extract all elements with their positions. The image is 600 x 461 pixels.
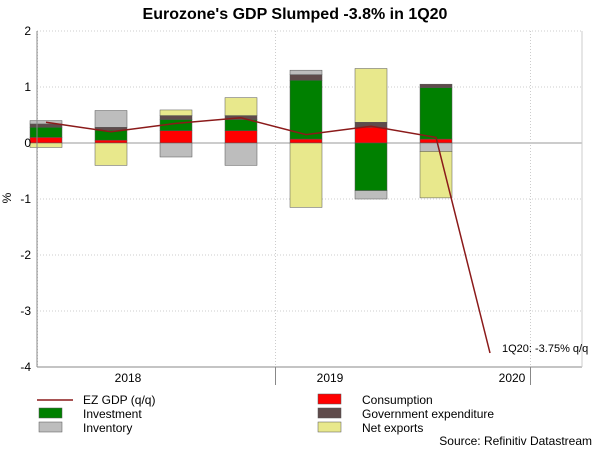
- y-axis-label: %: [0, 192, 14, 203]
- bar-net_exports-4Q18: [225, 98, 257, 116]
- y-tick-label: 2: [24, 24, 31, 38]
- chart-title: Eurozone's GDP Slumped -3.8% in 1Q20: [143, 6, 448, 23]
- bar-government-3Q19: [420, 84, 452, 87]
- bar-net_exports-3Q18: [160, 110, 192, 116]
- legend-swatch-consumption: [318, 394, 341, 404]
- legend-label-net_exports: Net exports: [362, 421, 423, 435]
- y-tick-label: 1: [24, 80, 31, 94]
- bar-inventory-4Q18: [225, 143, 257, 165]
- bar-investment-3Q19: [420, 88, 452, 140]
- legend-label-gdp: EZ GDP (q/q): [83, 393, 155, 407]
- y-tick-label: -1: [20, 192, 31, 206]
- annotation-1q20: 1Q20: -3.75% q/q: [502, 343, 588, 355]
- bar-government-3Q18: [160, 116, 192, 120]
- bar-net_exports-1Q18: [30, 143, 62, 147]
- legend-swatch-government: [318, 408, 341, 418]
- bar-net_exports-3Q19: [420, 151, 452, 197]
- bar-consumption-2Q18: [95, 140, 127, 143]
- source-text: Source: Refinitiv Datastream: [439, 434, 592, 448]
- x-group-label-2019: 2019: [317, 371, 344, 385]
- bar-inventory-3Q18: [160, 143, 192, 157]
- legend-swatch-net_exports: [318, 422, 341, 432]
- bar-net_exports-2Q18: [95, 143, 127, 165]
- bar-consumption-3Q18: [160, 131, 192, 143]
- legend-swatch-investment: [39, 408, 62, 418]
- bar-inventory-2Q19: [355, 191, 387, 199]
- bar-consumption-1Q19: [290, 139, 322, 143]
- legend: EZ GDP (q/q) Consumption Investment Governm…: [37, 393, 494, 435]
- legend-label-government: Government expenditure: [362, 407, 494, 421]
- bar-net_exports-1Q19: [290, 143, 322, 207]
- bar-investment-1Q18: [30, 127, 62, 137]
- legend-label-consumption: Consumption: [362, 393, 433, 407]
- y-tick-label: -2: [20, 248, 31, 262]
- y-tick-label: 0: [24, 136, 31, 150]
- bar-consumption-1Q18: [30, 137, 62, 143]
- bar-consumption-2Q19: [355, 127, 387, 143]
- bar-investment-1Q19: [290, 80, 322, 139]
- bar-government-1Q19: [290, 75, 322, 81]
- y-tick-label: -3: [20, 304, 31, 318]
- bar-net_exports-2Q19: [355, 69, 387, 123]
- x-group-label-2018: 2018: [115, 371, 142, 385]
- y-tick-label: -4: [20, 360, 31, 374]
- legend-label-investment: Investment: [83, 407, 142, 421]
- legend-swatch-inventory: [39, 422, 62, 432]
- x-group-label-2020: 2020: [499, 371, 526, 385]
- bar-investment-2Q19: [355, 143, 387, 191]
- bar-consumption-4Q18: [225, 131, 257, 143]
- legend-label-inventory: Inventory: [83, 421, 132, 435]
- bar-inventory-3Q19: [420, 143, 452, 151]
- bar-inventory-1Q19: [290, 70, 322, 74]
- bar-inventory-2Q18: [95, 111, 127, 128]
